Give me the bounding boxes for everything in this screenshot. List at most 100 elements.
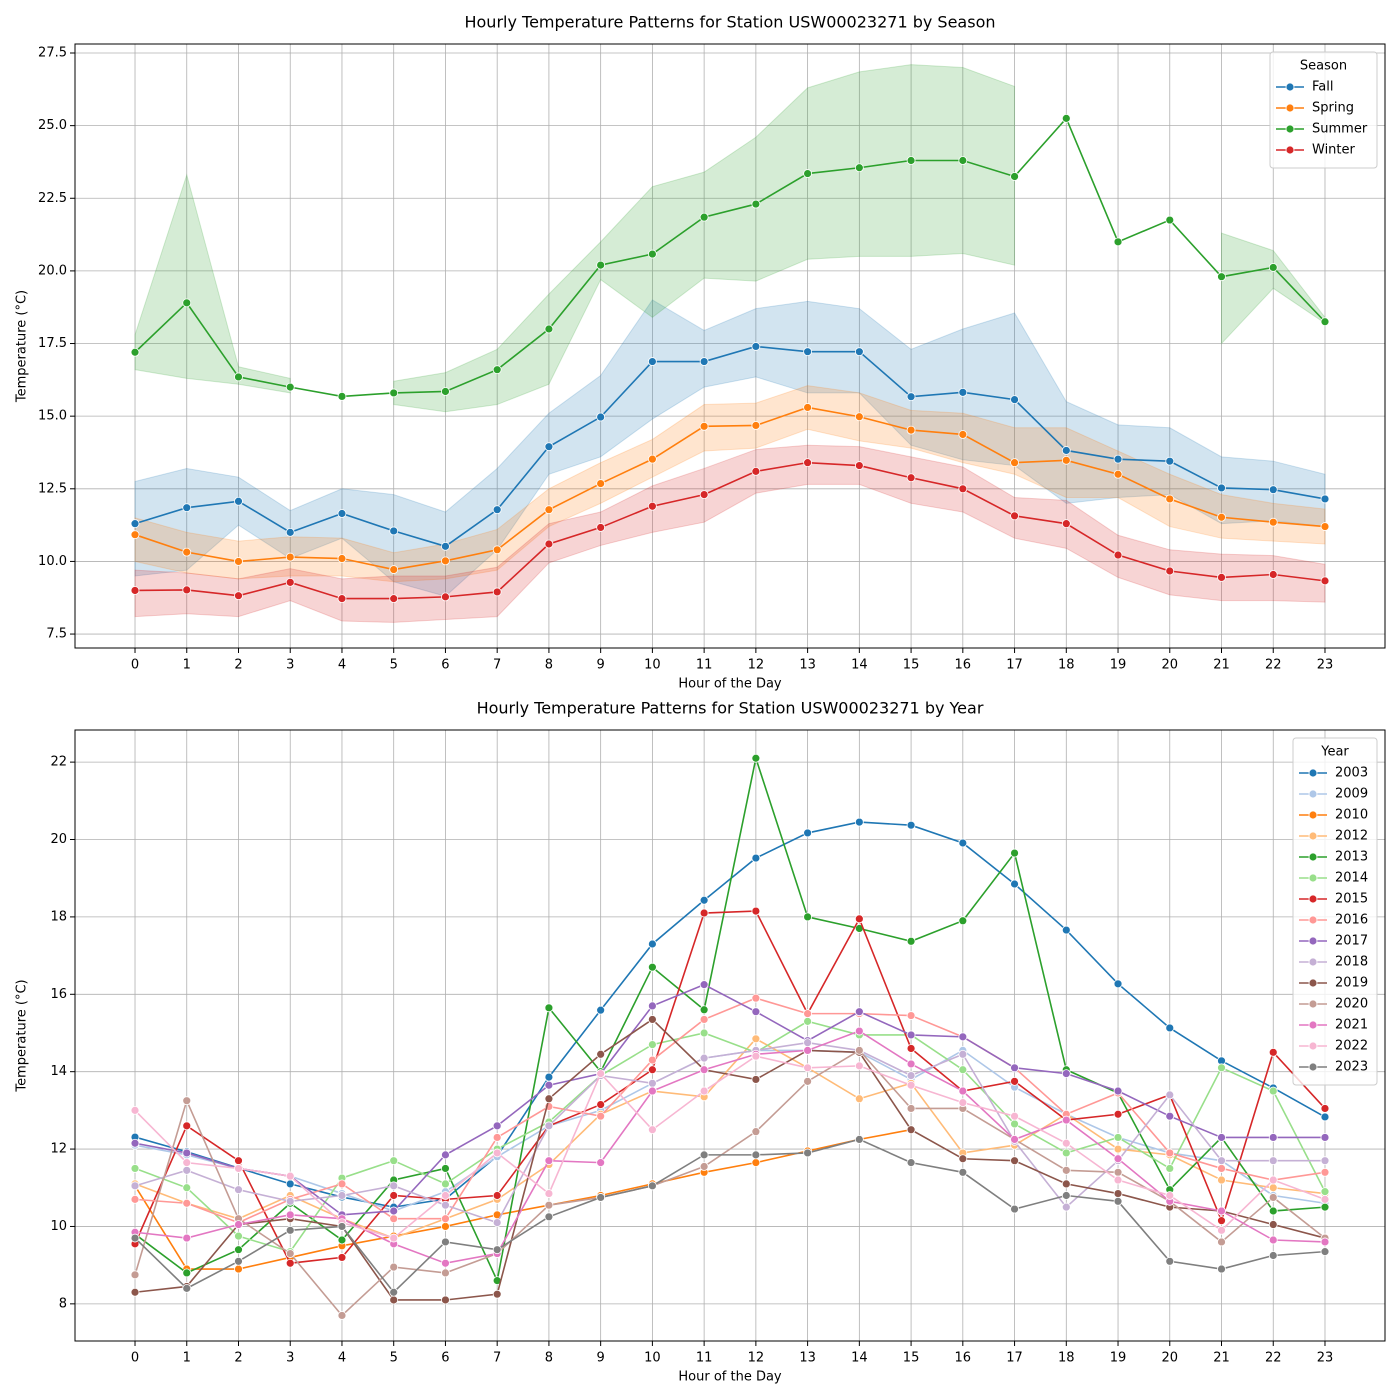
data-point [182,1158,192,1168]
data-point [1217,1216,1226,1226]
data-point [854,1026,864,1036]
data-point [647,1040,657,1049]
x-tick-label: 19 [1110,658,1127,673]
data-point [389,526,399,536]
legend-marker [1308,1041,1318,1051]
x-tick-label: 15 [903,658,920,673]
data-point [1217,1133,1226,1142]
data-point [647,1015,657,1024]
data-point [751,753,761,763]
data-point [337,392,347,401]
series-line [134,755,1326,1284]
x-tick-label: 10 [644,1351,661,1366]
confidence-band [134,173,291,394]
data-point [234,1264,243,1274]
data-point [751,1158,761,1168]
legend-box [1269,51,1378,169]
y-tick-label: 10.0 [38,554,67,569]
data-point [906,1011,916,1020]
y-tick-label: 7.5 [46,627,67,642]
data-point [234,1245,243,1255]
data-point [1165,1256,1175,1266]
data-point [1320,1167,1330,1177]
data-point [803,458,813,468]
data-point [441,1191,450,1200]
data-point [1217,1206,1226,1216]
data-point [699,1005,709,1015]
data-point [389,1233,399,1243]
data-point [389,1156,399,1166]
data-point [234,1164,243,1173]
x-tick-label: 13 [799,1351,816,1366]
data-point [544,1121,554,1131]
data-point [751,1075,761,1084]
x-tick-label: 23 [1317,658,1334,673]
data-point [699,1162,709,1171]
data-point [1217,1264,1226,1274]
data-point [1113,1109,1123,1119]
data-point [1268,1175,1278,1185]
data-point [441,1179,450,1189]
data-point [1217,1225,1226,1235]
data-point [1113,1086,1123,1096]
series-line [134,1138,1326,1294]
data-point [1320,522,1330,531]
x-tick-label: 2 [234,658,242,673]
data-point [596,1049,606,1059]
data-point [803,347,813,357]
data-point [803,1038,813,1048]
data-point [285,1258,295,1268]
data-point [906,425,916,435]
data-point [958,1049,968,1059]
data-point [182,1268,192,1278]
x-tick-label: 0 [131,658,139,673]
data-point [647,501,657,511]
data-point [337,1311,347,1320]
data-point [285,1196,295,1206]
data-point [130,347,140,357]
data-point [1268,1133,1278,1142]
x-tick-label: 14 [851,1351,868,1366]
data-point [1217,573,1226,582]
data-point [337,509,347,518]
data-point [751,1127,761,1137]
data-point [234,1256,243,1266]
data-point [906,1030,916,1040]
data-point [1268,1206,1278,1216]
data-point [130,1287,140,1297]
data-point [130,1138,140,1148]
x-tick-label: 4 [338,658,346,673]
data-point [130,530,140,540]
x-tick-label: 20 [1161,658,1178,673]
data-point [803,1045,813,1055]
data-point [182,1148,192,1158]
series-line [134,1020,1326,1253]
series-line [134,821,1326,1208]
x-tick-label: 11 [696,658,713,673]
data-point [1113,237,1123,247]
data-point [1320,1112,1330,1122]
x-tick-label: 3 [286,658,294,673]
data-point [441,1222,450,1231]
data-point [1320,1104,1330,1113]
data-point [492,587,502,597]
y-tick-label: 14 [50,1064,67,1079]
data-point [854,412,864,422]
data-point [1061,455,1071,465]
x-tick-label: 18 [1058,1351,1075,1366]
legend-marker [1308,789,1318,799]
data-point [285,1171,295,1181]
data-point [699,895,709,905]
data-point [647,962,657,972]
data-point [906,1044,916,1053]
data-point [803,1063,813,1073]
data-point [1061,519,1071,529]
data-point [1320,317,1330,327]
data-point [854,163,864,173]
data-point [544,1156,554,1166]
data-point [389,1214,399,1224]
legend-box [1292,737,1378,1086]
y-tick-label: 10 [50,1219,67,1234]
data-point [647,1086,657,1096]
data-point [854,914,864,924]
